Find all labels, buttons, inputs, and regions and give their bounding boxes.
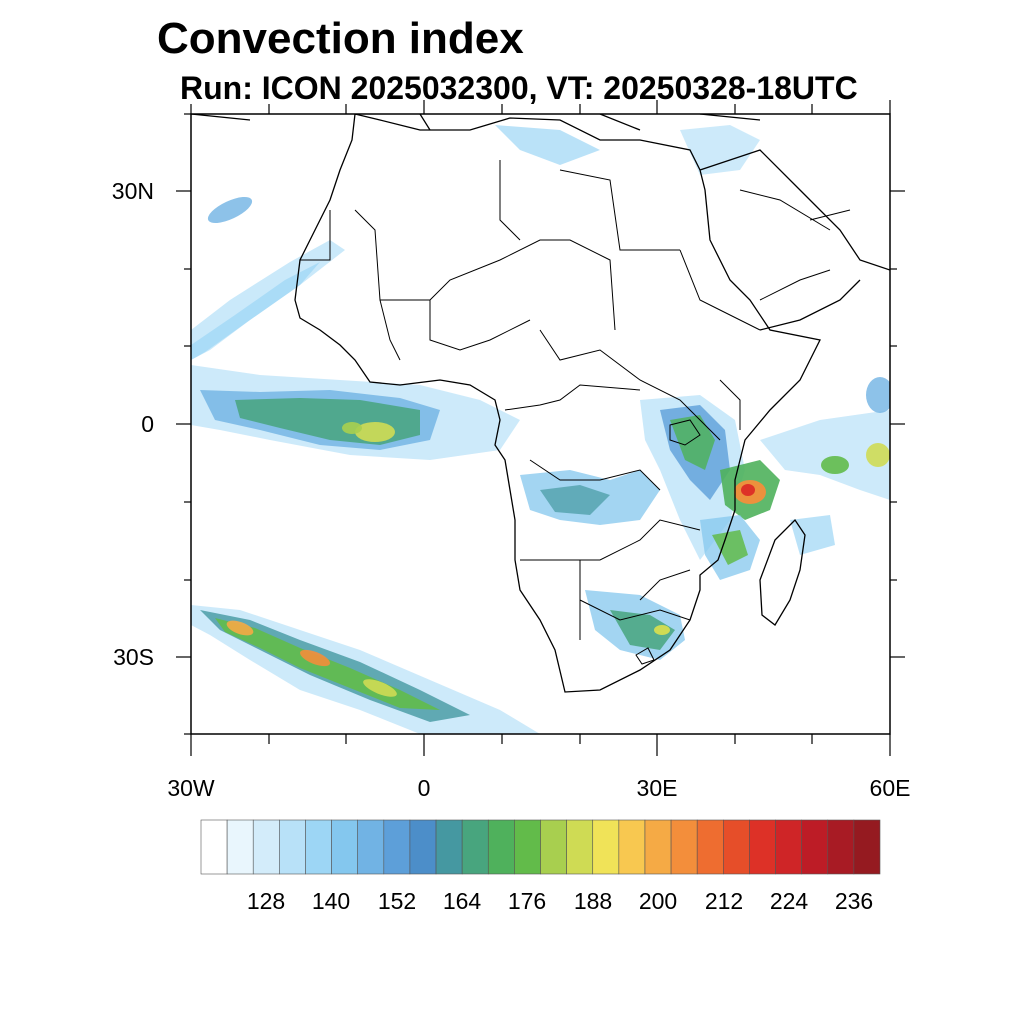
y-label-30n: 30N [111, 178, 154, 204]
field-south-atlantic-core2 [299, 649, 331, 667]
field-levant [680, 125, 760, 175]
colorbar-label: 188 [573, 888, 613, 914]
colorbar-box [461, 819, 489, 875]
field-southern-africa-green [610, 610, 675, 650]
colorbar-label: 212 [704, 888, 744, 914]
field-south-atlantic-core3 [363, 679, 397, 697]
x-label-30e: 30E [636, 775, 678, 801]
border-1 [354, 209, 616, 331]
field-central-africa-green [540, 485, 610, 515]
colorbar-label: 164 [442, 888, 482, 914]
field-eq-atlantic-core2 [342, 422, 362, 434]
colorbar-box [592, 819, 620, 875]
colorbar-box [540, 819, 567, 875]
lesotho-border [635, 647, 655, 665]
field-east-africa-green [670, 415, 715, 470]
colorbar-box [618, 819, 646, 875]
colorbar-box [409, 819, 437, 875]
colorbar-box [331, 819, 358, 875]
colorbar-label: 128 [246, 888, 286, 914]
y-label-30s: 30S [113, 644, 154, 670]
colorbar-box [514, 819, 541, 875]
colorbar-box [226, 819, 254, 875]
field-eq-atlantic-core [355, 422, 395, 442]
field-indian-ne [866, 377, 890, 413]
border-2 [499, 160, 680, 251]
x-label-60e: 60E [869, 775, 911, 801]
x-label-30w: 30W [167, 775, 215, 801]
coastlines [191, 114, 890, 693]
colorbar-label: 152 [377, 888, 417, 914]
colorbar-box [749, 819, 776, 875]
europe-coast [191, 114, 761, 131]
field-mediterranean [495, 125, 600, 165]
field-tz-core-red [741, 484, 755, 496]
border-7 [579, 560, 691, 640]
convection-field [191, 125, 890, 734]
colorbar-label: 224 [769, 888, 809, 914]
madagascar-coastline [759, 518, 806, 626]
colorbar-box [644, 819, 672, 875]
axis-ticks [176, 100, 905, 756]
colorbar-box [252, 819, 280, 875]
lake-victoria [669, 419, 701, 446]
colorbar-box [279, 819, 306, 875]
colorbar-box [801, 819, 829, 875]
field-southern-core [654, 625, 670, 635]
colorbar-box [200, 819, 228, 875]
arabia-coastline [699, 149, 890, 331]
border-6 [520, 519, 701, 561]
border-4 [539, 329, 721, 441]
colorbar-box [383, 819, 411, 875]
border-9 [739, 189, 851, 301]
y-label-0: 0 [141, 411, 154, 437]
chart-title: Convection index [157, 14, 524, 63]
colorbar [200, 819, 881, 875]
colorbar-box [670, 819, 698, 875]
colorbar-box [827, 819, 855, 875]
colorbar-box [435, 819, 463, 875]
field-madagascar-east [790, 515, 835, 555]
field-nw-atlantic-inner [191, 262, 320, 360]
field-indian-blob2 [866, 443, 890, 467]
border-5 [504, 384, 661, 491]
colorbar-box [357, 819, 385, 875]
field-nw-blob [207, 196, 253, 224]
field-south-atlantic-core1 [226, 620, 254, 636]
colorbar-box [723, 819, 750, 875]
field-indian-ocean [760, 410, 890, 500]
colorbar-label: 200 [638, 888, 678, 914]
country-borders [300, 160, 851, 665]
colorbar-box [696, 819, 724, 875]
field-mozambique-green [712, 530, 748, 565]
field-indian-blob1 [821, 456, 849, 474]
colorbar-box [487, 819, 515, 875]
border-3 [300, 210, 531, 361]
colorbar-box [305, 819, 332, 875]
x-label-0: 0 [417, 775, 431, 801]
colorbar-box [853, 819, 881, 875]
border-8 [679, 249, 761, 430]
colorbar-label: 140 [311, 888, 351, 914]
colorbar-box [566, 819, 594, 875]
run-subtitle: Run: ICON 2025032300, VT: 20250328-18UTC [180, 70, 858, 106]
colorbar-label: 176 [507, 888, 547, 914]
colorbar-label: 236 [834, 888, 874, 914]
colorbar-box [775, 819, 802, 875]
